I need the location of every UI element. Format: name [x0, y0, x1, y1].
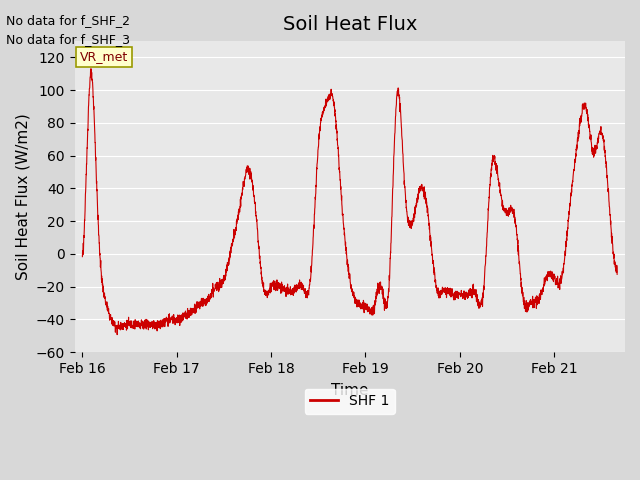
Y-axis label: Soil Heat Flux (W/m2): Soil Heat Flux (W/m2)	[15, 113, 30, 280]
Text: No data for f_SHF_2: No data for f_SHF_2	[6, 14, 131, 27]
Legend: SHF 1: SHF 1	[305, 389, 395, 414]
Text: No data for f_SHF_3: No data for f_SHF_3	[6, 33, 131, 46]
Text: VR_met: VR_met	[80, 50, 128, 63]
X-axis label: Time: Time	[331, 383, 369, 398]
Title: Soil Heat Flux: Soil Heat Flux	[283, 15, 417, 34]
